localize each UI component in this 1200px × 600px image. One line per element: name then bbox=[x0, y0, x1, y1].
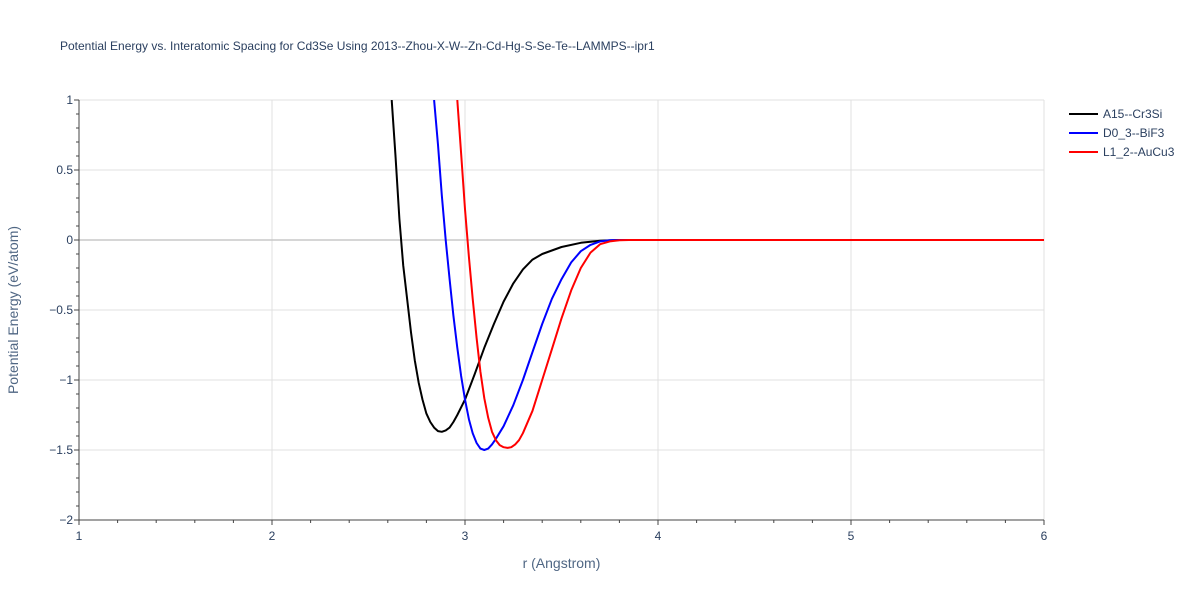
legend[interactable]: A15--Cr3Si D0_3--BiF3 L1_2--AuCu3 bbox=[1069, 107, 1175, 159]
series-group bbox=[390, 100, 1044, 451]
legend-item[interactable]: A15--Cr3Si bbox=[1069, 107, 1162, 121]
y-tick-label: −2 bbox=[59, 513, 73, 527]
x-tick-label: 4 bbox=[655, 529, 662, 543]
series-line-L1_2--AuCu3 bbox=[456, 100, 1044, 449]
x-tick-label: 5 bbox=[848, 529, 855, 543]
y-tick-label: 0.5 bbox=[56, 163, 73, 177]
legend-item[interactable]: L1_2--AuCu3 bbox=[1069, 145, 1175, 159]
y-tick-label: −0.5 bbox=[49, 303, 73, 317]
grid bbox=[79, 99, 1045, 520]
legend-item[interactable]: D0_3--BiF3 bbox=[1069, 126, 1165, 140]
legend-label: L1_2--AuCu3 bbox=[1103, 145, 1175, 159]
x-tick-label: 6 bbox=[1041, 529, 1048, 543]
x-axis-title: r (Angstrom) bbox=[523, 555, 601, 571]
x-tick-label: 2 bbox=[269, 529, 276, 543]
x-tick-label: 1 bbox=[76, 529, 83, 543]
series-line-D0_3--BiF3 bbox=[433, 100, 1044, 451]
axes bbox=[74, 99, 1045, 525]
tick-labels: 1 2 3 4 5 6 −2 −1.5 −1 −0.5 0 0.5 1 bbox=[49, 93, 1047, 543]
chart-title: Potential Energy vs. Interatomic Spacing… bbox=[60, 39, 655, 53]
y-tick-label: −1.5 bbox=[49, 443, 73, 457]
y-axis-title: Potential Energy (eV/atom) bbox=[5, 226, 21, 394]
y-tick-label: −1 bbox=[59, 373, 73, 387]
y-tick-label: 1 bbox=[66, 93, 73, 107]
series-line-A15--Cr3Si bbox=[390, 100, 1044, 433]
y-tick-label: 0 bbox=[66, 233, 73, 247]
legend-label: D0_3--BiF3 bbox=[1103, 126, 1165, 140]
x-tick-label: 3 bbox=[462, 529, 469, 543]
legend-label: A15--Cr3Si bbox=[1103, 107, 1162, 121]
